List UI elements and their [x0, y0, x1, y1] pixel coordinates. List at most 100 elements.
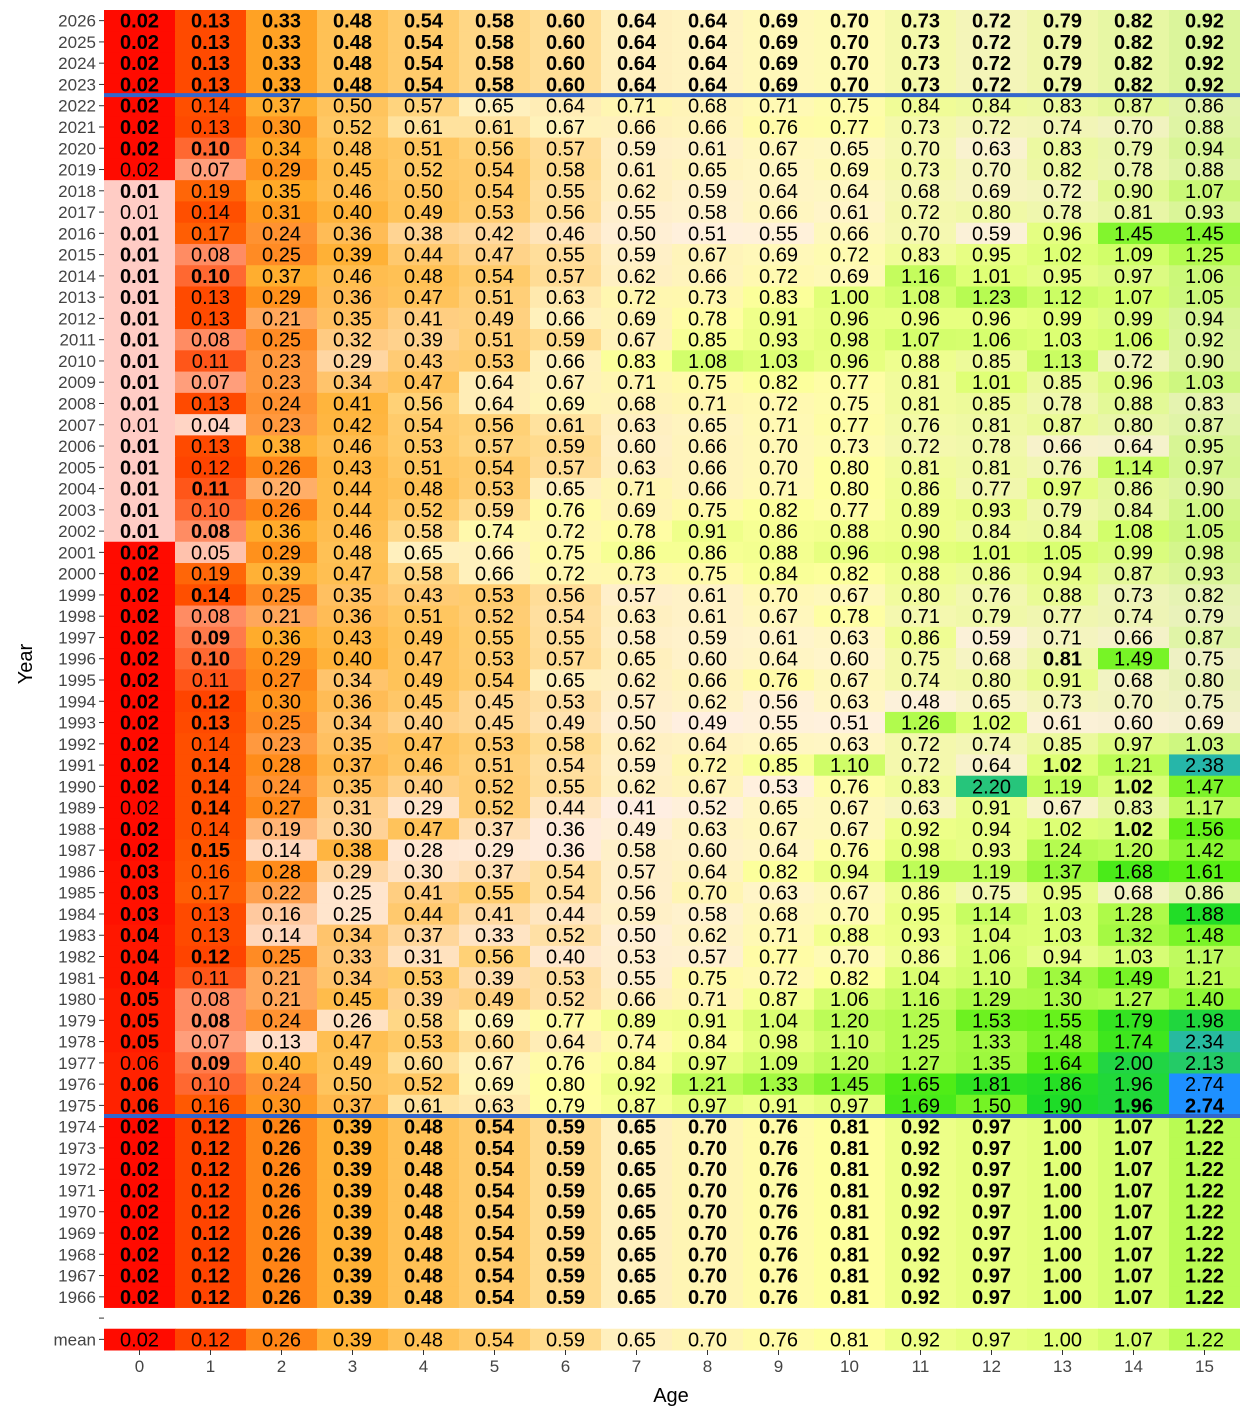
cell-value-label: 0.52 — [404, 500, 443, 522]
heatmap-cell — [814, 1116, 886, 1138]
cell-value-label: 0.79 — [1114, 138, 1153, 160]
cell-value-label: 0.60 — [546, 74, 585, 96]
cell-value-label: 0.41 — [404, 883, 443, 905]
cell-value-label: 0.73 — [830, 436, 869, 458]
cell-value-label: 0.87 — [1185, 627, 1224, 649]
heatmap-cell — [1098, 839, 1170, 862]
heatmap-cell — [885, 860, 957, 883]
heatmap-cell — [814, 520, 886, 543]
cell-value-label: 0.80 — [830, 479, 869, 501]
cell-value-label: 0.01 — [120, 287, 159, 309]
cell-value-label: 0.65 — [617, 1117, 656, 1139]
cell-value-label: 0.48 — [333, 542, 372, 564]
heatmap-cell — [104, 307, 176, 330]
heatmap-cell — [743, 1137, 815, 1160]
heatmap-cell — [601, 158, 673, 181]
cell-value-label: 1.19 — [1043, 776, 1082, 798]
cell-value-label: 0.38 — [333, 840, 372, 862]
heatmap-cell — [601, 10, 673, 32]
heatmap-cell — [601, 222, 673, 245]
cell-value-label: 0.73 — [1043, 691, 1082, 713]
cell-value-label: 0.59 — [972, 223, 1011, 245]
heatmap-cell — [317, 690, 389, 713]
cell-value-label: 0.66 — [475, 542, 514, 564]
cell-value-label: 1.86 — [1043, 1074, 1082, 1096]
cell-value-label: 0.05 — [191, 542, 230, 564]
cell-value-label: 0.48 — [404, 1244, 443, 1266]
cell-value-label: 1.30 — [1043, 989, 1082, 1011]
cell-value-label: 0.67 — [830, 883, 869, 905]
heatmap-cell — [1027, 1243, 1099, 1266]
heatmap-cell — [175, 605, 247, 628]
heatmap-cell — [1169, 1158, 1240, 1181]
cell-value-label: 0.02 — [120, 585, 159, 607]
cell-value-label: 0.92 — [901, 1287, 940, 1309]
cell-value-label: 0.54 — [475, 1180, 515, 1202]
cell-value-label: 0.49 — [404, 627, 443, 649]
heatmap-cell — [388, 116, 460, 139]
heatmap-cell — [1027, 1179, 1099, 1202]
cell-value-label: 0.87 — [1114, 564, 1153, 586]
cell-value-label: 1.00 — [1043, 1223, 1082, 1245]
cell-value-label: 0.55 — [759, 713, 798, 735]
cell-value-label: 0.25 — [262, 947, 301, 969]
heatmap-cell — [1098, 31, 1170, 54]
cell-value-label: 0.86 — [901, 947, 940, 969]
cell-value-label: 0.86 — [759, 521, 798, 543]
cell-value-label: 0.97 — [1114, 734, 1153, 756]
cell-value-label: 0.03 — [120, 883, 159, 905]
heatmap-cell — [1027, 839, 1099, 862]
heatmap-cell — [956, 307, 1028, 330]
cell-value-label: 0.39 — [333, 1287, 372, 1309]
cell-value-label: 0.61 — [688, 585, 727, 607]
cell-value-label: 1.00 — [1043, 1138, 1082, 1160]
cell-value-label: 0.49 — [404, 202, 443, 224]
cell-value-label: 0.03 — [120, 904, 159, 926]
cell-value-label: 0.19 — [191, 181, 230, 203]
cell-value-label: 0.13 — [191, 74, 230, 96]
cell-value-label: 0.02 — [120, 1329, 159, 1351]
cell-value-label: 0.52 — [404, 160, 443, 182]
cell-value-label: 0.91 — [688, 521, 727, 543]
cell-value-label: 0.69 — [475, 1074, 514, 1096]
cell-value-label: 0.36 — [333, 223, 372, 245]
cell-value-label: 1.00 — [1043, 1329, 1082, 1351]
cell-value-label: 0.70 — [688, 1223, 727, 1245]
cell-value-label: 0.82 — [1114, 32, 1153, 54]
heatmap-cell — [1169, 541, 1240, 564]
heatmap-cell — [459, 243, 531, 266]
heatmap-cell — [1027, 818, 1099, 841]
heatmap-cell — [601, 1201, 673, 1223]
heatmap-cell — [317, 1158, 389, 1181]
heatmap-cell — [246, 563, 318, 585]
heatmap-cell — [246, 988, 318, 1011]
cell-value-label: 0.47 — [404, 819, 443, 841]
cell-value-label: 0.60 — [830, 649, 869, 671]
cell-value-label: 0.54 — [404, 32, 444, 54]
cell-value-label: 0.01 — [120, 181, 159, 203]
cell-value-label: 0.01 — [120, 479, 159, 501]
cell-value-label: 0.67 — [830, 819, 869, 841]
heatmap-cell — [1027, 605, 1099, 628]
heatmap-cell — [1098, 1094, 1170, 1117]
heatmap-cell — [1169, 10, 1240, 32]
cell-value-label: 0.63 — [475, 1095, 514, 1117]
heatmap-cell — [317, 1264, 389, 1287]
heatmap-cell — [1169, 435, 1240, 458]
cell-value-label: 0.98 — [1185, 542, 1224, 564]
heatmap-cell — [601, 626, 673, 649]
heatmap-cell — [246, 31, 318, 54]
heatmap-cell — [1169, 52, 1240, 75]
cell-value-label: 0.25 — [262, 245, 301, 267]
heatmap-cell — [246, 967, 318, 989]
cell-value-label: 0.82 — [1043, 160, 1082, 182]
cell-value-label: 0.93 — [1185, 202, 1224, 224]
cell-value-label: 0.71 — [759, 925, 798, 947]
heatmap-cell — [1169, 988, 1240, 1011]
heatmap-cell — [104, 967, 176, 989]
cell-value-label: 0.37 — [262, 96, 301, 118]
cell-value-label: 0.65 — [617, 1180, 656, 1202]
heatmap-cell — [1169, 158, 1240, 181]
heatmap-cell — [601, 903, 673, 926]
heatmap-cell — [743, 158, 815, 181]
